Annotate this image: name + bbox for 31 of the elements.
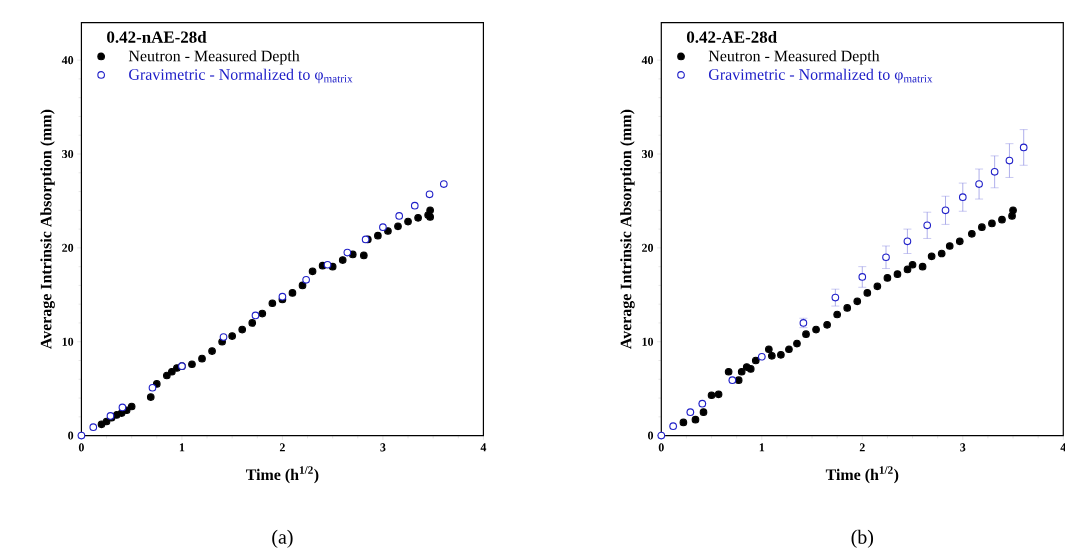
x-tick-label: 1	[759, 443, 765, 452]
x-tick-label: 4	[480, 443, 487, 452]
x-axis-title: Time (h$^{1/2}$)	[245, 466, 319, 484]
y-tick-label: 40	[61, 56, 74, 65]
y-tick-label: 30	[642, 149, 654, 159]
text: (b)	[851, 529, 874, 548]
x-axis-title: Time (h$^{1/2}$)	[825, 466, 899, 484]
x-tick-label: 3	[380, 443, 386, 452]
y-tick-label: 20	[62, 243, 74, 252]
legend-label: Gravimetric - Normalized to φ$_{matrix}$	[129, 68, 353, 84]
x-tick-label: 0	[658, 443, 664, 452]
x-tick-label: 0	[78, 443, 84, 452]
y-tick-label: 0	[68, 431, 74, 440]
legend-title: 0.42-AE-28d	[686, 30, 777, 43]
y-axis-title: Average Intrinsic Absorption (mm)	[40, 109, 55, 349]
legend-label: Neutron - Measured Depth	[708, 50, 880, 65]
x-tick-label: 3	[960, 443, 966, 452]
legend-title: 0.42-nAE-28d	[107, 30, 207, 43]
y-tick-label: 0	[648, 431, 654, 440]
y-tick-label: 20	[642, 243, 654, 252]
x-tick-label: 2	[859, 443, 865, 452]
text: (a)	[272, 529, 293, 548]
legend-label: Gravimetric - Normalized to φ$_{matrix}$	[708, 68, 933, 84]
y-tick-label: 30	[62, 149, 74, 159]
y-axis-title: Average Intrinsic Absorption (mm)	[620, 109, 635, 349]
y-tick-label: 10	[62, 337, 74, 346]
legend-label: Neutron - Measured Depth	[128, 50, 300, 65]
y-tick-label: 40	[641, 56, 654, 65]
x-tick-label: 1	[179, 443, 185, 452]
y-tick-label: 10	[642, 337, 654, 346]
x-tick-label: 2	[279, 443, 285, 452]
